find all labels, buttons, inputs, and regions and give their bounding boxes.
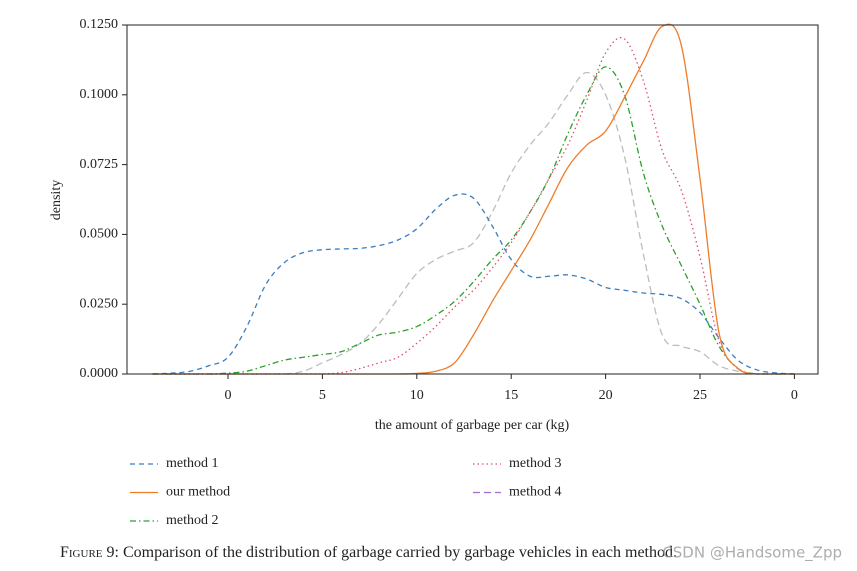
x-tick-label: 10 (410, 388, 424, 403)
legend-label: method 3 (509, 456, 562, 471)
x-tick-label: 25 (693, 388, 707, 403)
y-tick-label: 0.0250 (80, 296, 119, 311)
watermark: CSDN @Handsome_Zpp (662, 544, 842, 563)
y-tick-label: 0.1000 (80, 87, 119, 102)
x-tick-label: 0 (225, 388, 232, 403)
density-line (152, 71, 795, 375)
legend-label: method 1 (166, 456, 219, 471)
x-tick-label: 15 (504, 388, 518, 403)
x-axis-label: the amount of garbage per car (kg) (375, 418, 570, 433)
x-tick-label: 0 (791, 388, 798, 403)
plot-frame (126, 24, 819, 375)
y-tick-label: 0.0000 (80, 366, 119, 381)
density-line (152, 66, 795, 375)
caption-label: Figure 9: (60, 544, 119, 561)
legend-label: method 2 (166, 513, 219, 528)
x-tick-label: 20 (599, 388, 613, 403)
caption-text: Comparison of the distribution of garbag… (123, 544, 677, 561)
legend-label: our method (166, 485, 230, 500)
x-tick-label: 5 (319, 388, 326, 403)
caption: Figure 9: Comparison of the distribution… (60, 544, 677, 561)
y-tick-label: 0.0725 (80, 157, 119, 172)
legend-label: method 4 (509, 485, 562, 500)
y-axis-label: density (49, 180, 64, 220)
y-tick-label: 0.1250 (80, 17, 119, 32)
density-line (152, 193, 795, 375)
y-tick-label: 0.0500 (80, 227, 119, 242)
